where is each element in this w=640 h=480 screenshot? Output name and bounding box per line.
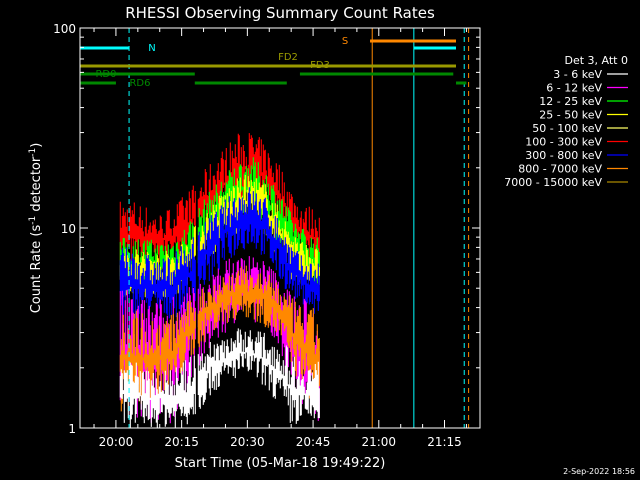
date-stamp: 2-Sep-2022 18:56 <box>563 467 635 476</box>
data-bands <box>119 133 320 428</box>
series-300-800-kev <box>119 187 320 319</box>
y-axis-label-sup-2: -1 <box>28 148 38 157</box>
chart-title: RHESSI Observing Summary Count Rates <box>125 4 435 22</box>
flag-label-s: S <box>342 36 348 47</box>
flag-label-fd2: FD2 <box>278 52 298 63</box>
flag-label-rd6: RD6 <box>129 78 150 89</box>
flag-label-n: N <box>148 43 155 54</box>
x-tick-label: 21:00 <box>361 435 396 449</box>
x-tick-label: 20:45 <box>296 435 331 449</box>
flag-bars: N S FD2 FD3 RD0 RD6 <box>80 36 467 89</box>
legend-entry-label: 100 - 300 keV <box>525 136 602 149</box>
axis-ticks: 20:00 20:15 20:30 20:45 21:00 21:15 1 10 100 <box>53 22 480 449</box>
x-tick-label: 20:30 <box>230 435 265 449</box>
x-tick-label: 21:15 <box>427 435 462 449</box>
legend-entry-label: 12 - 25 keV <box>539 95 602 108</box>
x-tick-label: 20:15 <box>164 435 199 449</box>
series-noise-strokes <box>119 187 320 319</box>
legend-entry-label: 7000 - 15000 keV <box>504 176 602 189</box>
y-axis-label-mid: detector <box>29 156 44 216</box>
series-noise-strokes <box>119 328 320 428</box>
x-axis-label: Start Time (05-Mar-18 19:49:22) <box>175 456 386 471</box>
legend-title: Det 3, Att 0 <box>565 54 629 67</box>
legend-entry-label: 3 - 6 keV <box>553 68 602 81</box>
series-noise-strokes <box>119 265 320 412</box>
legend-entry-label: 800 - 7000 keV <box>518 163 602 176</box>
y-tick-label: 100 <box>53 22 76 36</box>
y-axis-label-sup-1: -1 <box>28 216 38 225</box>
series-3-6-kev <box>119 328 320 428</box>
y-axis-label-main: Count Rate (s <box>29 225 44 314</box>
y-tick-label: 10 <box>61 222 76 236</box>
x-tick-label: 20:00 <box>99 435 134 449</box>
legend-entry-label: 25 - 50 keV <box>539 109 602 122</box>
series-800-7000-kev <box>119 265 320 412</box>
legend-entry-label: 300 - 800 keV <box>525 149 602 162</box>
legend-entry-label: 50 - 100 keV <box>532 122 602 135</box>
y-axis-label-end: ) <box>29 143 44 148</box>
y-axis-label: Count Rate (s-1 detector-1) <box>28 143 44 314</box>
y-tick-label: 1 <box>68 422 76 436</box>
legend-entry-label: 6 - 12 keV <box>546 82 602 95</box>
flag-label-rd0: RD0 <box>95 69 116 80</box>
flag-label-fd3: FD3 <box>310 60 330 71</box>
